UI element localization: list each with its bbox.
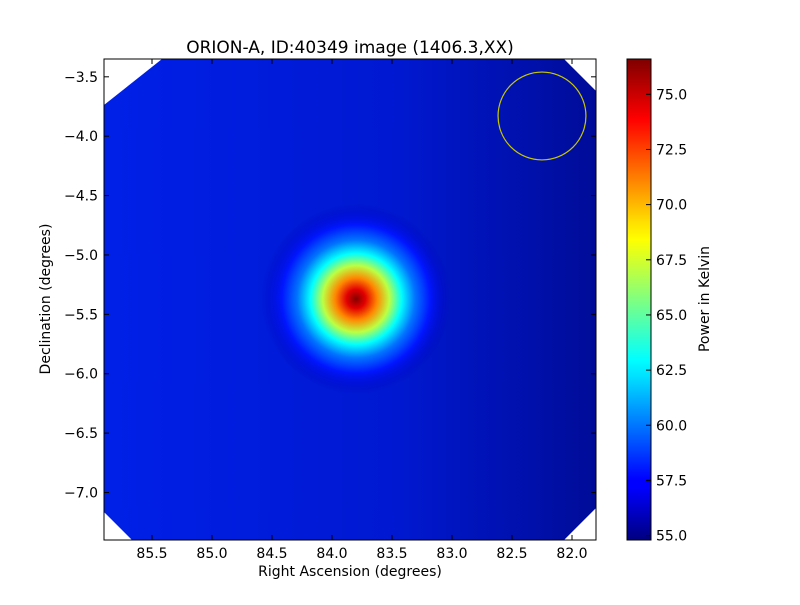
- x-tick-label: 83.0: [436, 546, 467, 562]
- colorbar: [626, 58, 652, 541]
- x-tick-label: 85.0: [196, 546, 227, 562]
- y-tick-label: −4.0: [64, 129, 98, 145]
- y-tick-label: −3.5: [64, 70, 98, 86]
- y-tick-label: −5.0: [64, 248, 98, 264]
- beam-circle: [497, 71, 587, 161]
- colorbar-tick-label: 57.5: [656, 473, 687, 489]
- y-tick-label: −7.0: [64, 485, 98, 501]
- y-tick-label: −6.5: [64, 426, 98, 442]
- x-tick-label: 83.5: [376, 546, 407, 562]
- x-tick-label: 84.5: [256, 546, 287, 562]
- colorbar-tick-label: 72.5: [656, 142, 687, 158]
- colorbar-tick-label: 70.0: [656, 198, 687, 214]
- colorbar-tick-label: 67.5: [656, 253, 687, 269]
- plot-frame: [103, 58, 597, 541]
- y-tick-label: −6.0: [64, 367, 98, 383]
- x-axis-label: Right Ascension (degrees): [258, 564, 442, 580]
- colorbar-tick-label: 62.5: [656, 363, 687, 379]
- y-axis-ticks: −3.5 −4.0 −4.5 −5.0 −5.5 −6.0 −6.5 −7.0: [64, 70, 596, 501]
- x-tick-label: 85.5: [136, 546, 167, 562]
- colorbar-ticks: 55.0 57.5 60.0 62.5 65.0 67.5 70.0 72.5 75.0: [646, 87, 687, 545]
- heatmap-image: [104, 59, 596, 540]
- colorbar-tick-label: 55.0: [656, 529, 687, 545]
- colorbar-tick-label: 65.0: [656, 308, 687, 324]
- colorbar-tick-label: 60.0: [656, 418, 687, 434]
- source-emission: [104, 59, 596, 540]
- x-tick-label: 84.0: [316, 546, 347, 562]
- y-axis-label: Declination (degrees): [38, 224, 54, 375]
- chart-title: ORION-A, ID:40349 image (1406.3,XX): [186, 38, 514, 58]
- y-tick-label: −5.5: [64, 307, 98, 323]
- x-tick-label: 82.0: [556, 546, 587, 562]
- colorbar-tick-label: 75.0: [656, 87, 687, 103]
- colorbar-label: Power in Kelvin: [697, 246, 713, 352]
- x-axis-ticks: 85.5 85.0 84.5 84.0 83.5 83.0 82.5 82.0: [136, 59, 588, 562]
- x-tick-label: 82.5: [496, 546, 527, 562]
- y-tick-label: −4.5: [64, 189, 98, 205]
